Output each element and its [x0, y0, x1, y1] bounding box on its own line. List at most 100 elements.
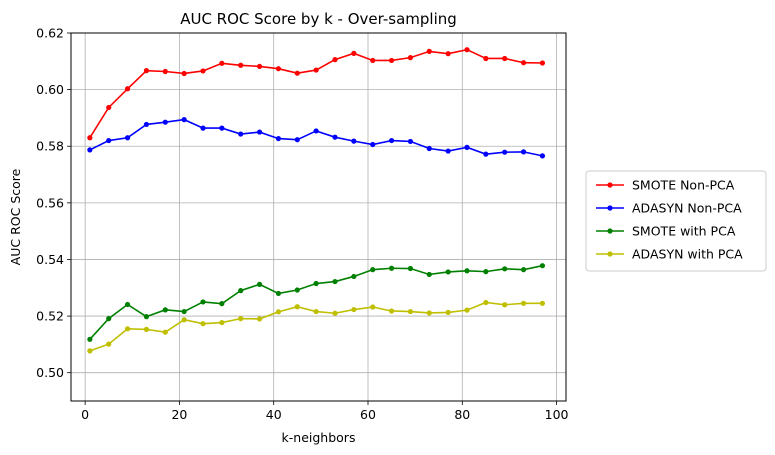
data-point [520, 300, 527, 306]
data-point [143, 314, 150, 320]
data-point [256, 63, 263, 70]
data-point [313, 128, 319, 134]
data-point [124, 86, 131, 92]
legend-swatch-marker [607, 182, 613, 188]
data-point [87, 135, 93, 141]
data-point [464, 47, 470, 53]
data-point [200, 125, 206, 131]
data-point [483, 55, 489, 62]
data-point [502, 55, 508, 62]
x-tick-label: 20 [171, 407, 187, 422]
data-point [275, 309, 282, 315]
data-point [256, 281, 263, 287]
data-point [426, 271, 432, 278]
data-point [464, 268, 470, 274]
data-point [162, 307, 168, 313]
data-point [483, 151, 489, 157]
data-point [407, 265, 414, 272]
data-point [351, 138, 357, 144]
data-point [162, 119, 168, 125]
data-point [294, 137, 300, 143]
data-point [162, 329, 168, 335]
legend-swatch-marker [607, 205, 613, 211]
series-2 [87, 117, 546, 159]
data-point [539, 153, 546, 159]
data-point [238, 316, 244, 322]
x-axis-label: k-neighbors [282, 430, 356, 445]
data-point [370, 57, 376, 64]
data-point [200, 68, 206, 74]
data-point [313, 280, 319, 287]
data-point [351, 50, 357, 56]
legend-item: SMOTE Non-PCA [596, 178, 735, 193]
data-point [370, 141, 376, 148]
x-tick-label: 80 [454, 407, 470, 422]
data-point [200, 321, 206, 327]
data-point [370, 267, 376, 273]
data-point [520, 149, 527, 155]
series-1 [87, 47, 546, 141]
y-tick-label: 0.62 [36, 26, 64, 41]
data-point [275, 66, 282, 72]
data-point [332, 310, 338, 316]
chart-title: AUC ROC Score by k - Over-sampling [180, 10, 457, 28]
data-point [106, 137, 112, 144]
data-point [87, 348, 93, 354]
data-point [313, 308, 319, 315]
data-point [445, 269, 451, 275]
data-point [238, 288, 244, 294]
data-point [445, 309, 451, 315]
legend-label: ADASYN Non-PCA [632, 201, 742, 216]
data-point [407, 138, 414, 145]
data-point [520, 60, 527, 66]
data-point [426, 310, 432, 316]
data-point [200, 299, 206, 305]
data-point [124, 326, 131, 332]
data-point [332, 57, 338, 63]
y-axis-label: AUC ROC Score [8, 168, 23, 265]
data-point [332, 134, 338, 140]
data-point [219, 301, 225, 307]
data-point [162, 68, 168, 75]
data-point [181, 308, 187, 315]
legend-label: SMOTE Non-PCA [632, 178, 735, 193]
data-point [426, 145, 432, 152]
x-tick-label: 0 [81, 407, 89, 422]
data-point [124, 301, 131, 308]
data-point [181, 70, 187, 77]
data-point [388, 137, 395, 144]
data-point [426, 48, 432, 55]
plot-frame [70, 32, 567, 402]
grid-lines [71, 32, 566, 401]
axis-ticks: 0 20 40 60 80 100 0.50 0.52 0.54 0.56 0.58 0.60 0.62 [36, 26, 568, 423]
data-point [106, 341, 112, 347]
data-point [219, 125, 225, 131]
series-group [87, 47, 546, 354]
y-tick-label: 0.58 [36, 139, 64, 154]
data-point [464, 144, 470, 150]
y-tick-label: 0.54 [36, 252, 64, 267]
data-point [143, 326, 150, 332]
data-point [294, 287, 300, 293]
data-point [256, 129, 263, 135]
data-point [256, 316, 263, 322]
data-point [238, 131, 244, 137]
y-tick-label: 0.52 [36, 309, 64, 324]
data-point [294, 304, 300, 310]
legend-item: SMOTE with PCA [596, 224, 736, 239]
data-point [332, 278, 338, 285]
data-point [445, 148, 451, 154]
data-point [143, 121, 150, 128]
data-point [464, 307, 470, 313]
series-line [89, 118, 543, 157]
data-point [143, 68, 150, 74]
x-tick-label: 60 [360, 407, 376, 422]
data-point [502, 302, 508, 308]
data-point [275, 290, 282, 297]
data-point [87, 336, 93, 342]
data-point [106, 104, 112, 111]
y-tick-label: 0.56 [36, 195, 64, 210]
legend-item: ADASYN Non-PCA [596, 201, 742, 216]
data-point [388, 308, 395, 314]
